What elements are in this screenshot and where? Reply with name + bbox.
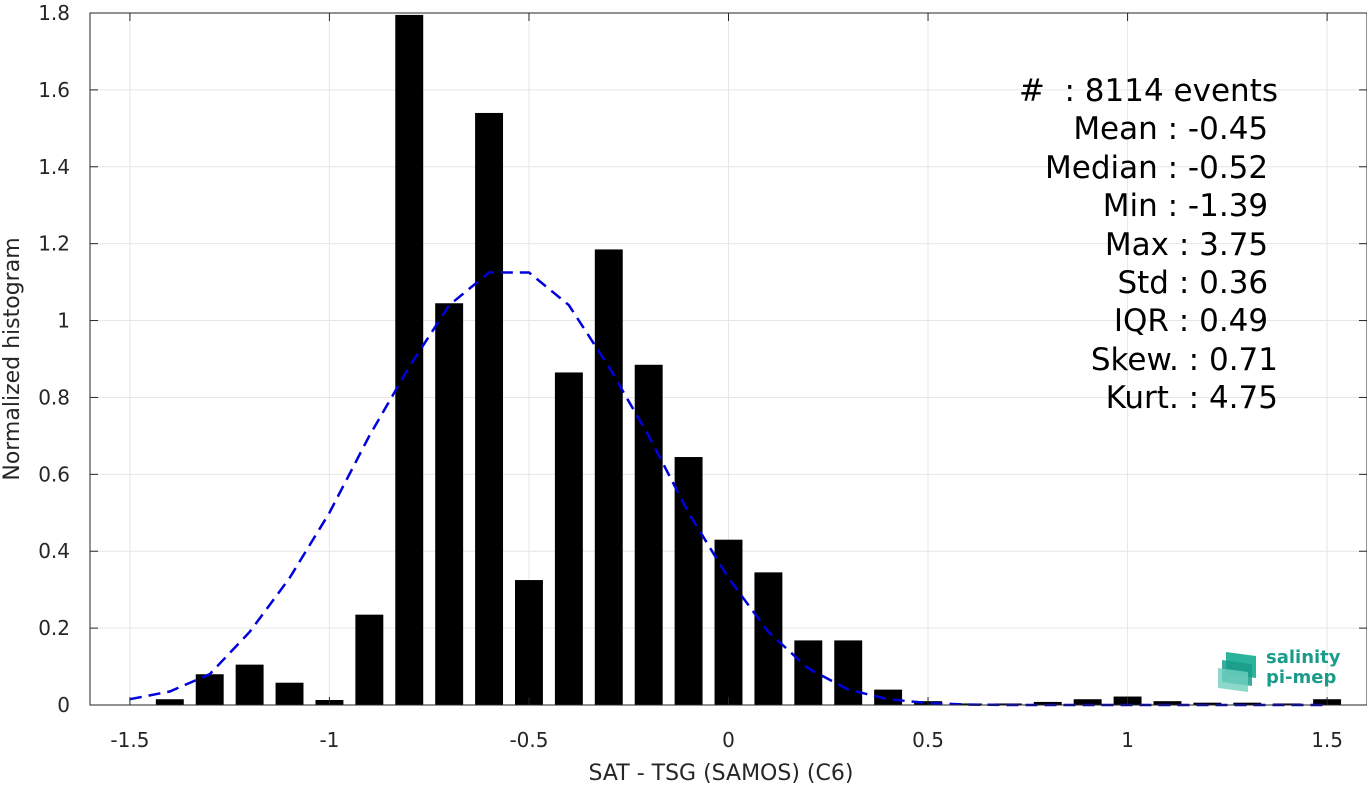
x-tick-label: 1 (1121, 728, 1134, 752)
histogram-bar (275, 682, 304, 705)
histogram-bar (714, 539, 743, 705)
histogram-bar (874, 689, 903, 705)
stat-median: Median : -0.52 (1045, 149, 1278, 186)
histogram-bar (1033, 701, 1062, 705)
histogram-bar (953, 703, 982, 705)
x-tick-label: -0.5 (509, 728, 548, 752)
x-tick-label: 0 (722, 728, 735, 752)
logo-line1: salinity (1266, 647, 1341, 668)
y-axis-ticks: 0 0.2 0.4 0.6 0.8 1 1.2 1.4 1.6 1.8 (38, 1, 1367, 717)
histogram-bar (554, 372, 583, 705)
stat-min: Min : -1.39 (1102, 188, 1278, 225)
y-axis-label: Normalized histogram (0, 237, 25, 480)
histogram-bar (834, 640, 863, 705)
y-tick-label: 1.2 (38, 232, 70, 256)
histogram-bar (794, 640, 823, 705)
stat-mean: Mean : -0.45 (1073, 111, 1278, 148)
stat-iqr: IQR : 0.49 (1113, 303, 1278, 340)
histogram-bars (155, 14, 1342, 705)
stat-kurt: Kurt. : 4.75 (1105, 380, 1278, 417)
x-tick-label: -1 (319, 728, 339, 752)
y-tick-label: 1.4 (38, 155, 70, 179)
y-tick-label: 0.4 (38, 539, 70, 563)
logo-line2: pi-mep (1266, 667, 1337, 688)
statistics-panel: # : 8114 events Mean : -0.45 Median : -0… (1019, 72, 1278, 418)
y-tick-label: 1 (57, 309, 70, 333)
histogram-bar (1073, 699, 1102, 705)
y-tick-label: 0.8 (38, 385, 70, 409)
stat-events: # : 8114 events (1018, 73, 1278, 109)
y-tick-label: 1.6 (38, 78, 70, 102)
y-tick-label: 1.8 (38, 1, 70, 25)
y-tick-label: 0 (57, 693, 70, 717)
salinity-pimep-logo: salinity pi-mep (1216, 648, 1346, 694)
histogram-bar (435, 303, 464, 705)
histogram-bar (515, 580, 543, 705)
histogram-bar (395, 14, 424, 705)
x-tick-label: 1.5 (1311, 728, 1343, 752)
logo-wave-icon (1218, 652, 1256, 692)
histogram-bar (475, 112, 504, 705)
histogram-bar (235, 664, 264, 705)
x-tick-label: 0.5 (912, 728, 944, 752)
x-axis-label: SAT - TSG (SAMOS) (C6) (589, 761, 854, 785)
stat-max: Max : 3.75 (1104, 226, 1278, 263)
x-tick-label: -1.5 (110, 728, 149, 752)
histogram-bar (754, 572, 783, 705)
y-tick-label: 0.6 (38, 462, 70, 486)
stat-skew: Skew. : 0.71 (1090, 341, 1278, 378)
histogram-bar (355, 614, 384, 705)
x-axis-ticks: -1.5 -1 -0.5 0 0.5 1 1.5 (110, 13, 1343, 752)
histogram-bar (1153, 701, 1182, 705)
histogram-bar (634, 364, 663, 705)
histogram-bar (155, 699, 184, 705)
histogram-bar (1233, 702, 1262, 705)
histogram-bar (674, 457, 703, 705)
histogram-bar (195, 674, 224, 705)
stat-std: Std : 0.36 (1117, 265, 1278, 302)
histogram-bar (1273, 703, 1302, 705)
y-tick-label: 0.2 (38, 616, 70, 640)
histogram-bar (594, 249, 623, 705)
